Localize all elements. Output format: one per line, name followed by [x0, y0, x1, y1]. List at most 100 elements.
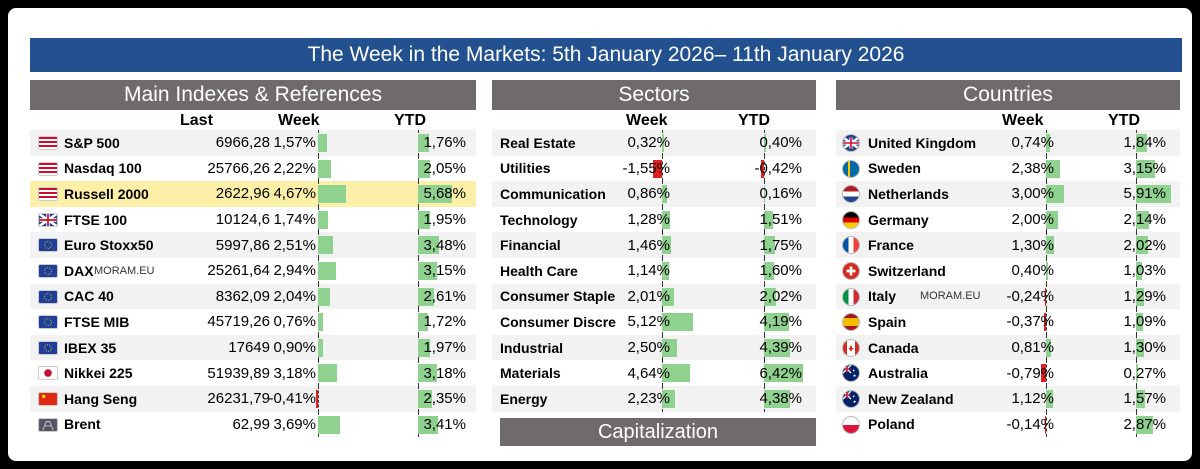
ytd-bar [1136, 313, 1143, 332]
ytd-bar [1136, 236, 1149, 255]
table-row: Materials 4,64% 6,42% [492, 360, 816, 386]
week-bar [662, 210, 670, 229]
ytd-value: 1,97% [423, 339, 466, 357]
ytd-bar [418, 364, 438, 383]
table-row: Consumer Discre 5,12% 4,19% [492, 309, 816, 335]
table-row: Hang Seng 26231,79 -0,41% 2,35% [30, 385, 476, 412]
table-row: S&P 500 6966,28 1,57% 1,76% [30, 130, 476, 156]
ytd-bar [418, 134, 429, 152]
row-name: S&P 500 [64, 134, 120, 151]
row-name: Financial [500, 237, 561, 254]
week-value: -0,41% [268, 390, 316, 408]
week-bar [318, 338, 324, 357]
week-bar [318, 159, 332, 178]
week-value: 2,50% [627, 339, 670, 357]
week-bar [318, 134, 328, 152]
sectors-header: Sectors [492, 80, 816, 110]
week-value: 0,90% [273, 339, 316, 357]
last-value: 10124,6 [215, 211, 270, 229]
week-value: 2,22% [273, 159, 316, 177]
table-row: Euro Stoxx50 5997,86 2,51% 3,48% [30, 232, 476, 258]
ytd-value: 4,39% [759, 339, 802, 357]
jp-flag-icon [38, 366, 58, 381]
ytd-bar [418, 338, 430, 357]
ytd-bar [418, 389, 433, 408]
ytd-axis [764, 155, 765, 182]
week-axis [1046, 309, 1047, 335]
ytd-bar [1136, 415, 1154, 434]
ytd-value: 1,03% [1123, 262, 1166, 280]
ytd-value: 3,48% [423, 236, 466, 254]
indexes-header: Main Indexes & References [30, 80, 476, 110]
week-bar [318, 287, 331, 306]
week-bar [1046, 210, 1058, 229]
week-value: 0,32% [627, 134, 670, 152]
eu-flag-icon [38, 238, 58, 253]
ytd-bar [764, 364, 803, 383]
ytd-bar [1136, 210, 1149, 229]
week-bar [662, 313, 693, 332]
week-value: 0,81% [1011, 339, 1054, 357]
ytd-bar [764, 185, 765, 204]
last-value: 6966,28 [215, 134, 270, 152]
row-name: Consumer Discre [500, 313, 616, 330]
last-value: 26231,79 [207, 390, 270, 408]
week-bar [662, 134, 664, 152]
ytd-value: 0,27% [1123, 364, 1166, 382]
week-bar [318, 415, 341, 434]
ytd-bar [1136, 338, 1144, 357]
es-flag-icon [842, 313, 860, 332]
row-name: New Zealand [868, 390, 954, 407]
week-value: 3,69% [273, 415, 316, 433]
last-value: 62,99 [232, 415, 270, 433]
week-value: 3,18% [273, 364, 316, 382]
ytd-value: 2,14% [1123, 211, 1166, 229]
table-row: Nikkei 225 51939,89 3,18% 3,18% [30, 360, 476, 386]
ytd-bar [764, 261, 774, 280]
col-last: Last [180, 112, 213, 129]
row-name: France [868, 237, 914, 254]
ytd-value: 2,87% [1123, 415, 1166, 433]
sectors-panel: Sectors Week YTD Real Estate 0,32% 0,40% Ut… [492, 80, 816, 412]
ytd-value: 2,02% [1123, 236, 1166, 254]
au-flag-icon [842, 364, 860, 383]
col-week: Week [278, 112, 320, 129]
last-value: 25261,64 [207, 262, 270, 280]
week-bar [1046, 185, 1064, 204]
row-name: Consumer Staple [500, 288, 616, 305]
col-ytd: YTD [738, 112, 770, 129]
uk-flag-icon [38, 212, 58, 227]
ytd-bar [418, 261, 437, 280]
ytd-bar [1136, 185, 1172, 204]
row-name: Nasdaq 100 [64, 160, 142, 177]
ytd-bar [764, 313, 790, 332]
ytd-value: 3,18% [423, 364, 466, 382]
ytd-value: 2,61% [423, 287, 466, 305]
week-bar [652, 159, 662, 178]
watermark: MORAM.EU [94, 264, 155, 277]
table-row: IBEX 35 17649 0,90% 1,97% [30, 334, 476, 361]
eu-flag-icon [38, 340, 58, 355]
ytd-bar [418, 236, 439, 255]
row-name: Nikkei 225 [64, 365, 133, 382]
oil-flag-icon [38, 417, 58, 432]
table-row: France 1,30% 2,02% [836, 232, 1180, 258]
table-row: FTSE MIB 45719,26 0,76% 1,72% [30, 309, 476, 335]
ytd-bar [418, 210, 430, 229]
table-row: Sweden 2,38% 3,15% [836, 155, 1180, 182]
table-row: Health Care 1,14% 1,60% [492, 257, 816, 284]
table-row: Brent 62,99 3,69% 3,41% [30, 411, 476, 438]
row-name: Canada [868, 339, 919, 356]
table-row: Netherlands 3,00% 5,91% [836, 181, 1180, 207]
markets-card: The Week in the Markets: 5th January 202… [8, 8, 1192, 461]
indexes-panel: Main Indexes & References Last Week YTD … [30, 80, 476, 450]
ytd-value: 1,29% [1123, 287, 1166, 305]
row-name: Materials [500, 365, 561, 382]
table-row: Consumer Staple 2,01% 2,02% [492, 283, 816, 310]
week-value: 1,30% [1011, 236, 1054, 254]
row-name: Sweden [868, 160, 921, 177]
table-row: Financial 1,46% 1,75% [492, 232, 816, 258]
ytd-value: 1,75% [759, 236, 802, 254]
row-name: Italy [868, 288, 897, 305]
row-name: Industrial [500, 339, 564, 356]
